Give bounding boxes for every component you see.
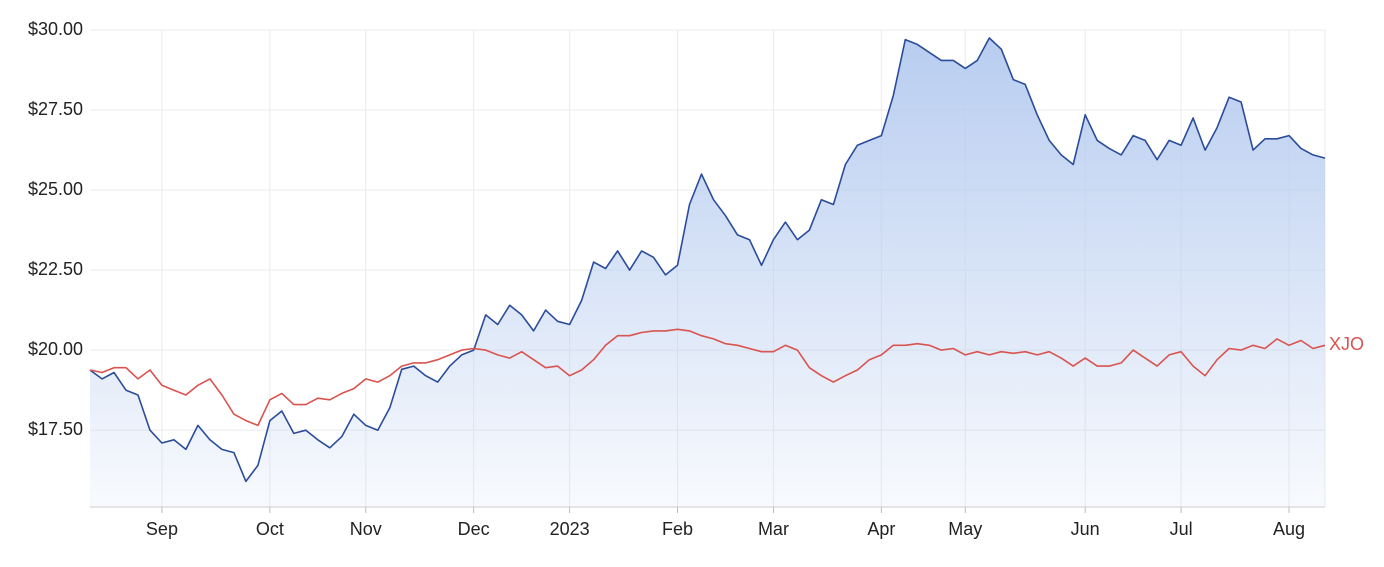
x-tick-label: Oct	[256, 519, 284, 539]
x-tick-label: Feb	[662, 519, 693, 539]
x-tick-label: Apr	[867, 519, 895, 539]
y-tick-label: $30.00	[28, 19, 83, 39]
y-tick-label: $20.00	[28, 339, 83, 359]
x-tick-label: Nov	[350, 519, 382, 539]
y-tick-label: $27.50	[28, 99, 83, 119]
y-tick-label: $25.00	[28, 179, 83, 199]
x-tick-label: Jul	[1170, 519, 1193, 539]
x-tick-label: Sep	[146, 519, 178, 539]
y-tick-label: $17.50	[28, 419, 83, 439]
x-tick-label: 2023	[550, 519, 590, 539]
x-tick-label: May	[948, 519, 982, 539]
x-tick-label: Dec	[458, 519, 490, 539]
area	[90, 38, 1325, 507]
x-tick-label: Jun	[1071, 519, 1100, 539]
x-tick-label: Aug	[1273, 519, 1305, 539]
series-label: XJO	[1329, 334, 1364, 354]
y-tick-label: $22.50	[28, 259, 83, 279]
line	[89, 37, 1326, 483]
x-tick-label: Mar	[758, 519, 789, 539]
line	[89, 328, 1326, 427]
